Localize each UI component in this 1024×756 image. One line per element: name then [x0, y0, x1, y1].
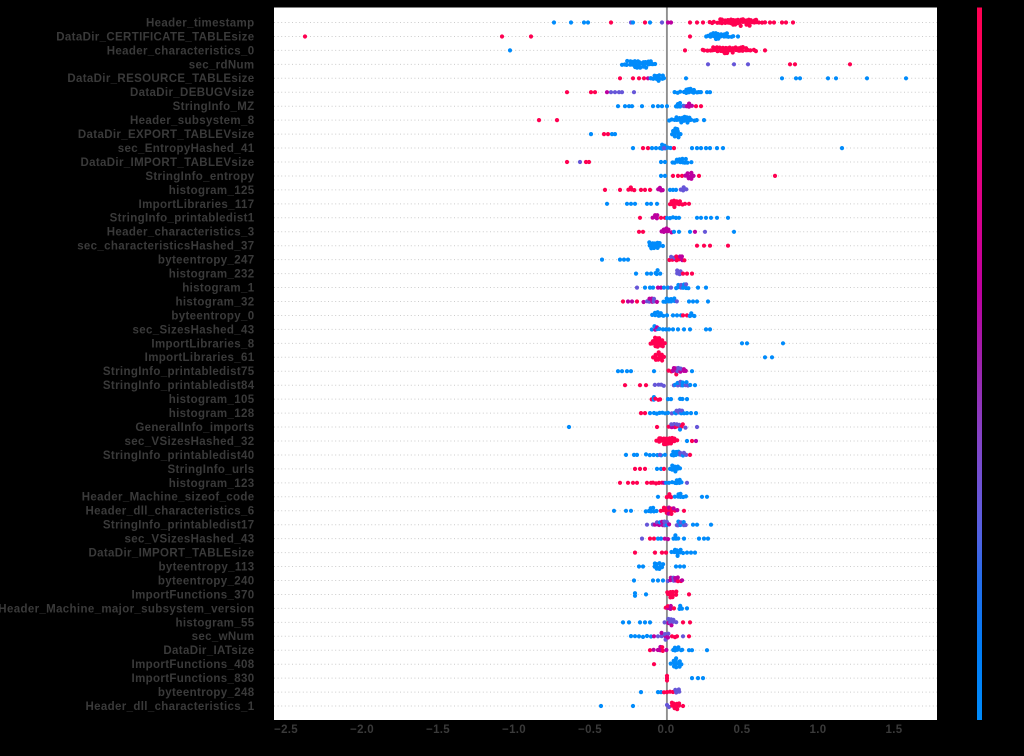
svg-text:sec_characteristicsHashed_37: sec_characteristicsHashed_37 [77, 241, 254, 253]
svg-text:StringInfo_urls: StringInfo_urls [167, 464, 254, 476]
svg-text:ImportLibraries_61: ImportLibraries_61 [145, 352, 255, 364]
svg-text:Header_timestamp: Header_timestamp [146, 17, 255, 29]
svg-text:StringInfo_printabledist84: StringInfo_printabledist84 [103, 380, 255, 392]
svg-text:byteentropy_0: byteentropy_0 [171, 310, 254, 322]
svg-text:Header_dll_characteristics_6: Header_dll_characteristics_6 [86, 506, 255, 518]
svg-text:DataDir_IATsize: DataDir_IATsize [163, 645, 254, 657]
svg-text:StringInfo_entropy: StringInfo_entropy [145, 171, 254, 183]
svg-text:DataDir_EXPORT_TABLEVsize: DataDir_EXPORT_TABLEVsize [78, 129, 255, 141]
svg-text:DataDir_DEBUGVsize: DataDir_DEBUGVsize [130, 87, 255, 99]
svg-text:Header_dll_characteristics_1: Header_dll_characteristics_1 [86, 701, 255, 713]
svg-text:sec_wNum: sec_wNum [192, 631, 255, 643]
svg-text:sec_rdNum: sec_rdNum [189, 59, 255, 71]
svg-text:sec_VSizesHashed_32: sec_VSizesHashed_32 [124, 436, 254, 448]
svg-text:1.0: 1.0 [810, 724, 827, 736]
svg-text:Header_characteristics_0: Header_characteristics_0 [107, 45, 255, 57]
svg-text:−1.5: −1.5 [426, 724, 450, 736]
svg-text:ImportFunctions_408: ImportFunctions_408 [132, 659, 255, 671]
svg-text:ImportFunctions_370: ImportFunctions_370 [132, 589, 255, 601]
svg-text:DataDir_IMPORT_TABLEsize: DataDir_IMPORT_TABLEsize [88, 548, 254, 560]
svg-text:histogram_1: histogram_1 [182, 282, 254, 294]
svg-text:byteentropy_248: byteentropy_248 [158, 687, 255, 699]
svg-text:ImportLibraries_117: ImportLibraries_117 [139, 199, 255, 211]
svg-text:−0.5: −0.5 [578, 724, 602, 736]
svg-text:Header_subsystem_8: Header_subsystem_8 [130, 115, 255, 127]
svg-text:Header_Machine_sizeof_code: Header_Machine_sizeof_code [82, 492, 255, 504]
svg-text:Header_characteristics_3: Header_characteristics_3 [107, 227, 255, 239]
svg-text:−2.0: −2.0 [350, 724, 374, 736]
svg-text:sec_EntropyHashed_41: sec_EntropyHashed_41 [118, 143, 255, 155]
svg-text:histogram_32: histogram_32 [176, 296, 255, 308]
svg-text:StringInfo_printabledist1: StringInfo_printabledist1 [110, 213, 255, 225]
svg-text:ImportLibraries_8: ImportLibraries_8 [151, 338, 254, 350]
svg-text:byteentropy_247: byteentropy_247 [158, 255, 255, 267]
svg-text:sec_VSizesHashed_43: sec_VSizesHashed_43 [124, 534, 254, 546]
svg-text:Header_Machine_major_subsystem: Header_Machine_major_subsystem_version [0, 603, 255, 615]
svg-text:byteentropy_240: byteentropy_240 [158, 575, 255, 587]
svg-text:0.0: 0.0 [658, 724, 675, 736]
svg-text:DataDir_CERTIFICATE_TABLEsize: DataDir_CERTIFICATE_TABLEsize [56, 31, 254, 43]
svg-text:histogram_232: histogram_232 [169, 269, 255, 281]
svg-text:histogram_123: histogram_123 [169, 478, 255, 490]
svg-text:1.5: 1.5 [886, 724, 903, 736]
svg-text:−1.0: −1.0 [502, 724, 526, 736]
svg-text:StringInfo_printabledist17: StringInfo_printabledist17 [103, 520, 255, 532]
svg-text:0.5: 0.5 [734, 724, 751, 736]
svg-text:histogram_125: histogram_125 [169, 185, 255, 197]
svg-text:−2.5: −2.5 [274, 724, 298, 736]
svg-text:histogram_55: histogram_55 [176, 617, 255, 629]
svg-text:sec_SizesHashed_43: sec_SizesHashed_43 [132, 324, 254, 336]
svg-text:histogram_105: histogram_105 [169, 394, 255, 406]
svg-text:StringInfo_MZ: StringInfo_MZ [173, 101, 255, 113]
svg-text:byteentropy_113: byteentropy_113 [158, 561, 254, 573]
svg-text:StringInfo_printabledist75: StringInfo_printabledist75 [103, 366, 255, 378]
svg-text:DataDir_RESOURCE_TABLEsize: DataDir_RESOURCE_TABLEsize [67, 73, 254, 85]
svg-text:histogram_128: histogram_128 [169, 408, 255, 420]
svg-text:DataDir_IMPORT_TABLEVsize: DataDir_IMPORT_TABLEVsize [80, 157, 254, 169]
svg-text:StringInfo_printabledist40: StringInfo_printabledist40 [103, 450, 255, 462]
svg-text:ImportFunctions_830: ImportFunctions_830 [132, 673, 255, 685]
svg-text:GeneralInfo_imports: GeneralInfo_imports [135, 422, 254, 434]
